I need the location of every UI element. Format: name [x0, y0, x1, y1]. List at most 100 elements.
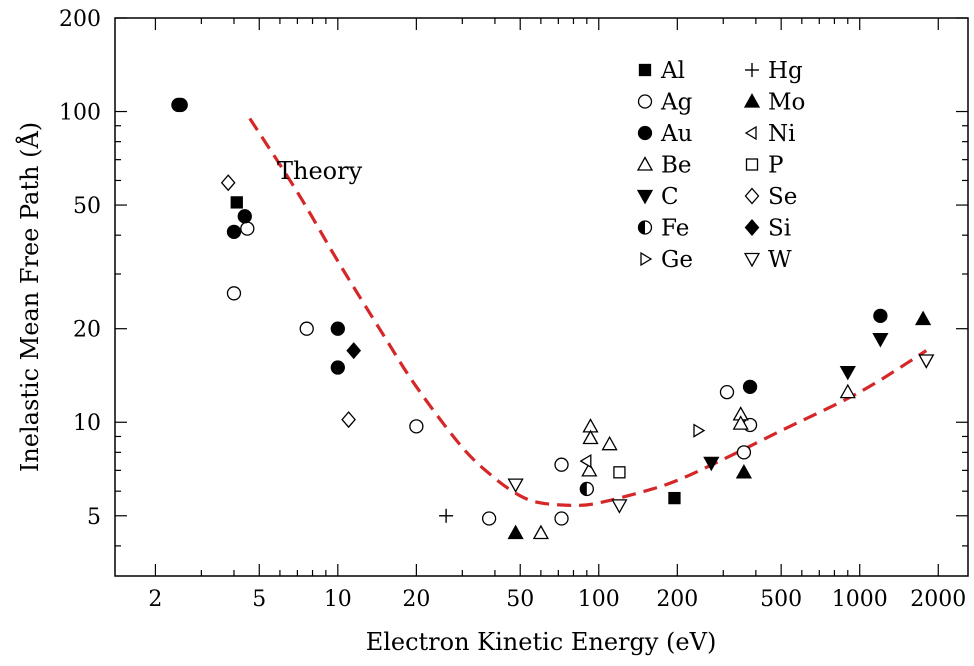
x-tick-label: 50	[506, 587, 534, 612]
point-se	[341, 411, 356, 429]
point-ag-shape	[736, 445, 752, 460]
theory-layer	[248, 117, 928, 508]
point-fe	[579, 481, 594, 497]
theory-label: Theory	[277, 157, 363, 185]
point-au	[173, 97, 188, 113]
point-al	[230, 196, 243, 209]
legend-marker-mo-shape	[743, 93, 761, 108]
legend-marker-ag-shape	[637, 94, 653, 109]
y-tick-label: 10	[73, 411, 101, 436]
point-si	[346, 342, 362, 360]
x-axis-title: Electron Kinetic Energy (eV)	[366, 628, 717, 656]
point-ag-shape	[299, 321, 314, 336]
point-hg	[439, 508, 454, 523]
point-ge	[693, 423, 706, 438]
point-au-shape	[330, 360, 345, 375]
point-ag	[719, 384, 735, 400]
point-al-shape	[668, 491, 681, 505]
point-au-shape	[237, 209, 252, 224]
x-tick-label: 2	[148, 587, 162, 612]
point-be	[532, 524, 550, 540]
y-tick-label: 200	[59, 7, 101, 32]
point-ag-shape	[719, 384, 735, 400]
point-be-shape	[532, 524, 550, 540]
point-w-shape	[918, 354, 935, 369]
legend-label-ge: Ge	[661, 247, 693, 273]
theory-curve	[248, 117, 928, 508]
point-w	[611, 499, 628, 514]
y-tick-label: 50	[73, 194, 101, 219]
legend-marker-c-shape	[636, 189, 654, 205]
x-tick-label: 1000	[832, 587, 888, 612]
point-fe-half	[580, 482, 587, 496]
y-tick-label: 100	[59, 101, 101, 126]
legend-marker-hg	[745, 63, 759, 77]
point-ag	[240, 221, 255, 236]
point-ge-shape	[693, 423, 706, 438]
point-ag	[299, 321, 314, 336]
point-al	[668, 491, 681, 505]
point-mo-shape	[914, 310, 932, 326]
x-tick-label: 100	[578, 587, 620, 612]
point-c	[872, 333, 889, 348]
point-mo-shape	[507, 524, 524, 540]
point-au	[873, 308, 888, 324]
legend-marker-ni-shape	[744, 125, 757, 141]
point-au	[330, 360, 345, 375]
legend-marker-fe-half	[638, 221, 645, 234]
legend-label-ag: Ag	[660, 90, 693, 116]
point-w	[507, 478, 524, 493]
point-ag	[554, 457, 569, 472]
point-ag	[226, 286, 242, 301]
legend-label-mo: Mo	[768, 90, 805, 116]
point-se-shape	[220, 174, 236, 192]
y-axis-title: Inelastic Mean Free Path (Å)	[15, 122, 44, 472]
legend-marker-ni	[744, 125, 757, 141]
point-mo	[735, 463, 753, 479]
legend-marker-fe	[637, 220, 653, 235]
legend-label-au: Au	[660, 121, 692, 147]
point-au-shape	[873, 308, 888, 324]
legend-label-al: Al	[660, 58, 685, 84]
point-mo	[914, 310, 932, 326]
point-be	[732, 415, 749, 430]
point-ag-shape	[409, 419, 424, 434]
point-be-shape	[582, 429, 599, 445]
point-ag-shape	[554, 511, 569, 526]
y-tick-label: 20	[73, 318, 101, 343]
point-ag-shape	[240, 221, 255, 236]
legend-label-se: Se	[768, 184, 797, 210]
axis-ticks: 2 5 10 20 50 100 200 500 1000 2000 5 10 20 50 100 200	[59, 7, 968, 612]
legend-marker-c	[636, 189, 654, 205]
point-ag-shape	[481, 511, 497, 526]
x-tick-label: 20	[402, 587, 430, 612]
legend-label-w: W	[768, 247, 792, 273]
point-be	[581, 462, 598, 477]
point-au-shape	[173, 97, 188, 113]
point-c-shape	[703, 456, 720, 472]
point-be-shape	[581, 462, 598, 477]
point-p	[613, 466, 626, 479]
legend-label-fe: Fe	[661, 216, 689, 242]
legend-marker-si-shape	[744, 219, 760, 236]
legend-marker-al	[638, 63, 652, 77]
point-ag	[409, 419, 424, 434]
point-c	[839, 365, 856, 381]
point-si-shape	[346, 342, 362, 360]
x-tick-label: 500	[760, 587, 802, 612]
point-ag-shape	[226, 286, 242, 301]
legend-marker-au-shape	[637, 125, 653, 141]
legend-marker-ge-shape	[640, 251, 653, 267]
legend-label-be: Be	[661, 153, 692, 179]
legend-label-p: P	[768, 153, 783, 179]
point-ag	[554, 511, 569, 526]
x-tick-label: 5	[252, 587, 266, 612]
point-be-shape	[839, 383, 856, 399]
point-ag-shape	[554, 457, 569, 472]
legend-label-hg: Hg	[768, 58, 803, 84]
point-ag	[736, 445, 752, 460]
x-tick-label: 200	[656, 587, 698, 612]
legend-marker-al-shape	[638, 63, 652, 77]
point-mo	[507, 524, 524, 540]
